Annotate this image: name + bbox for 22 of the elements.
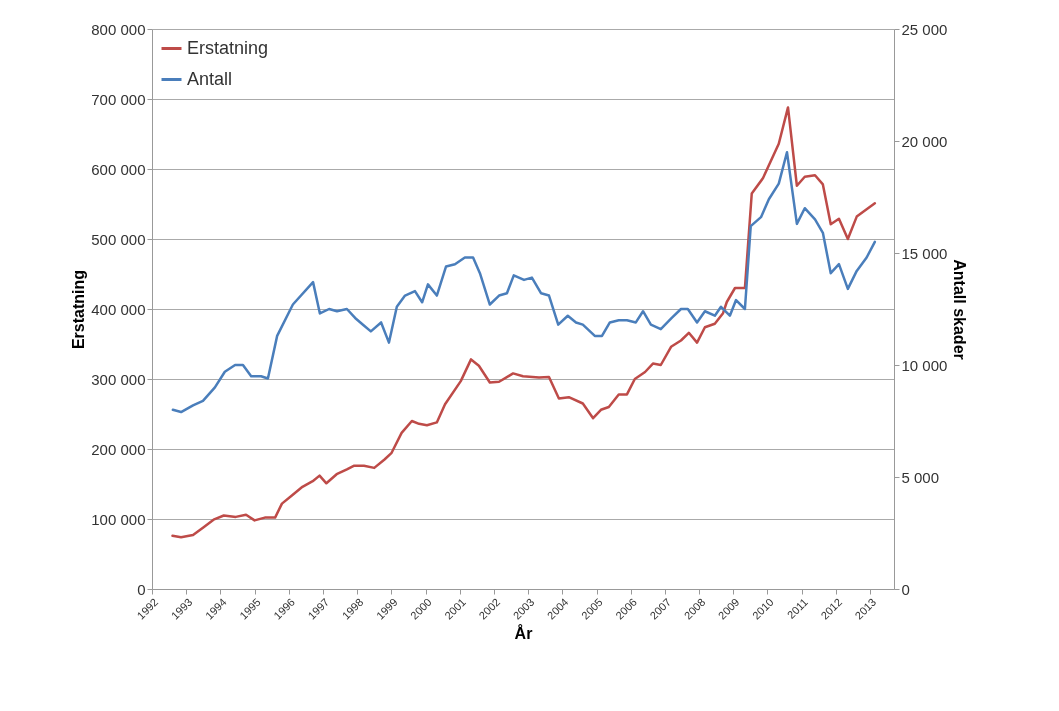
y-tick-label: 300 000: [91, 370, 146, 388]
y2-tick-label: 10 000: [901, 356, 948, 374]
line-series: [171, 150, 877, 414]
y2-tick-label: 25 000: [901, 20, 948, 38]
y-tick-label: 500 000: [91, 230, 146, 248]
legend-label: Erstatning: [187, 37, 269, 58]
y2-tick-label: 5 000: [901, 468, 940, 486]
y2-tick-label: 15 000: [901, 244, 948, 262]
y2-tick-label: 0: [901, 580, 910, 598]
line-series: [171, 106, 877, 539]
y-tick-label: 600 000: [91, 160, 146, 178]
y-tick-label: 800 000: [91, 20, 146, 38]
y-tick-label: 200 000: [91, 440, 146, 458]
y-axis-title: Erstatning: [70, 269, 88, 350]
x-axis-title: År: [514, 623, 533, 642]
y2-axis-title: Antall skader: [951, 259, 969, 360]
y2-tick-label: 20 000: [901, 132, 948, 150]
y-tick-label: 400 000: [91, 300, 146, 318]
y-tick-label: 0: [137, 580, 146, 598]
y-tick-label: 700 000: [91, 90, 146, 108]
y-tick-label: 100 000: [91, 510, 146, 528]
legend-label: Antall: [187, 68, 233, 89]
